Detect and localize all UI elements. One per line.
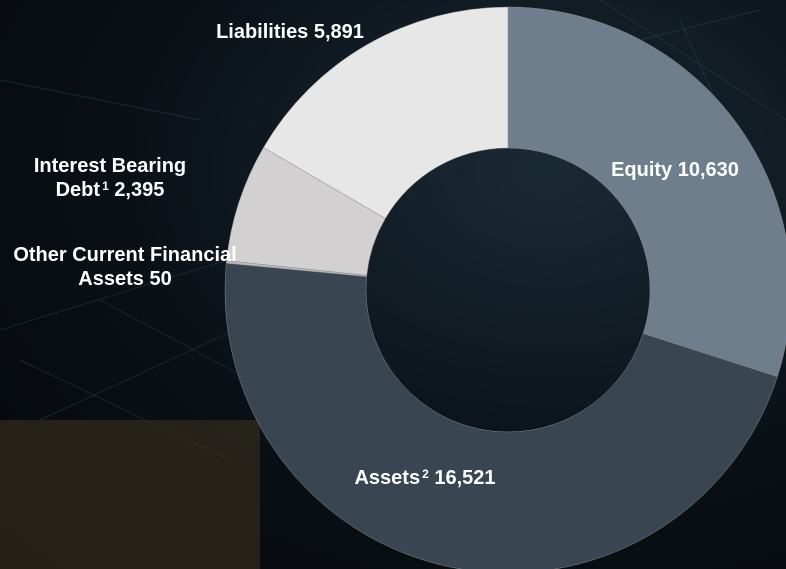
segment-name: Assets (354, 467, 421, 489)
donut-segment (507, 6, 786, 377)
segment-label: Equity 10,630 (575, 158, 775, 182)
segment-value: 16,521 (434, 467, 496, 489)
footnote-marker: 2 (422, 467, 429, 481)
donut-segment (224, 262, 778, 569)
segment-name: Interest Bearing Debt (33, 155, 187, 201)
segment-name: Equity (611, 159, 673, 181)
segment-label: Liabilities 5,891 (180, 20, 400, 44)
segment-label: Assets 2 16,521 (325, 466, 525, 490)
segment-value: 10,630 (677, 159, 739, 181)
segment-value: 2,395 (114, 179, 165, 201)
segment-value: 5,891 (313, 21, 364, 43)
donut-segment (263, 6, 509, 219)
segment-name: Liabilities (216, 21, 309, 43)
segment-name: Other Current Financial Assets (13, 244, 237, 290)
footnote-marker: 1 (102, 179, 109, 193)
segment-label: Interest Bearing Debt 1 2,395 (15, 154, 205, 202)
segment-value: 50 (149, 268, 172, 290)
city-lights (0, 420, 260, 569)
segment-label: Other Current Financial Assets 50 (8, 243, 243, 291)
